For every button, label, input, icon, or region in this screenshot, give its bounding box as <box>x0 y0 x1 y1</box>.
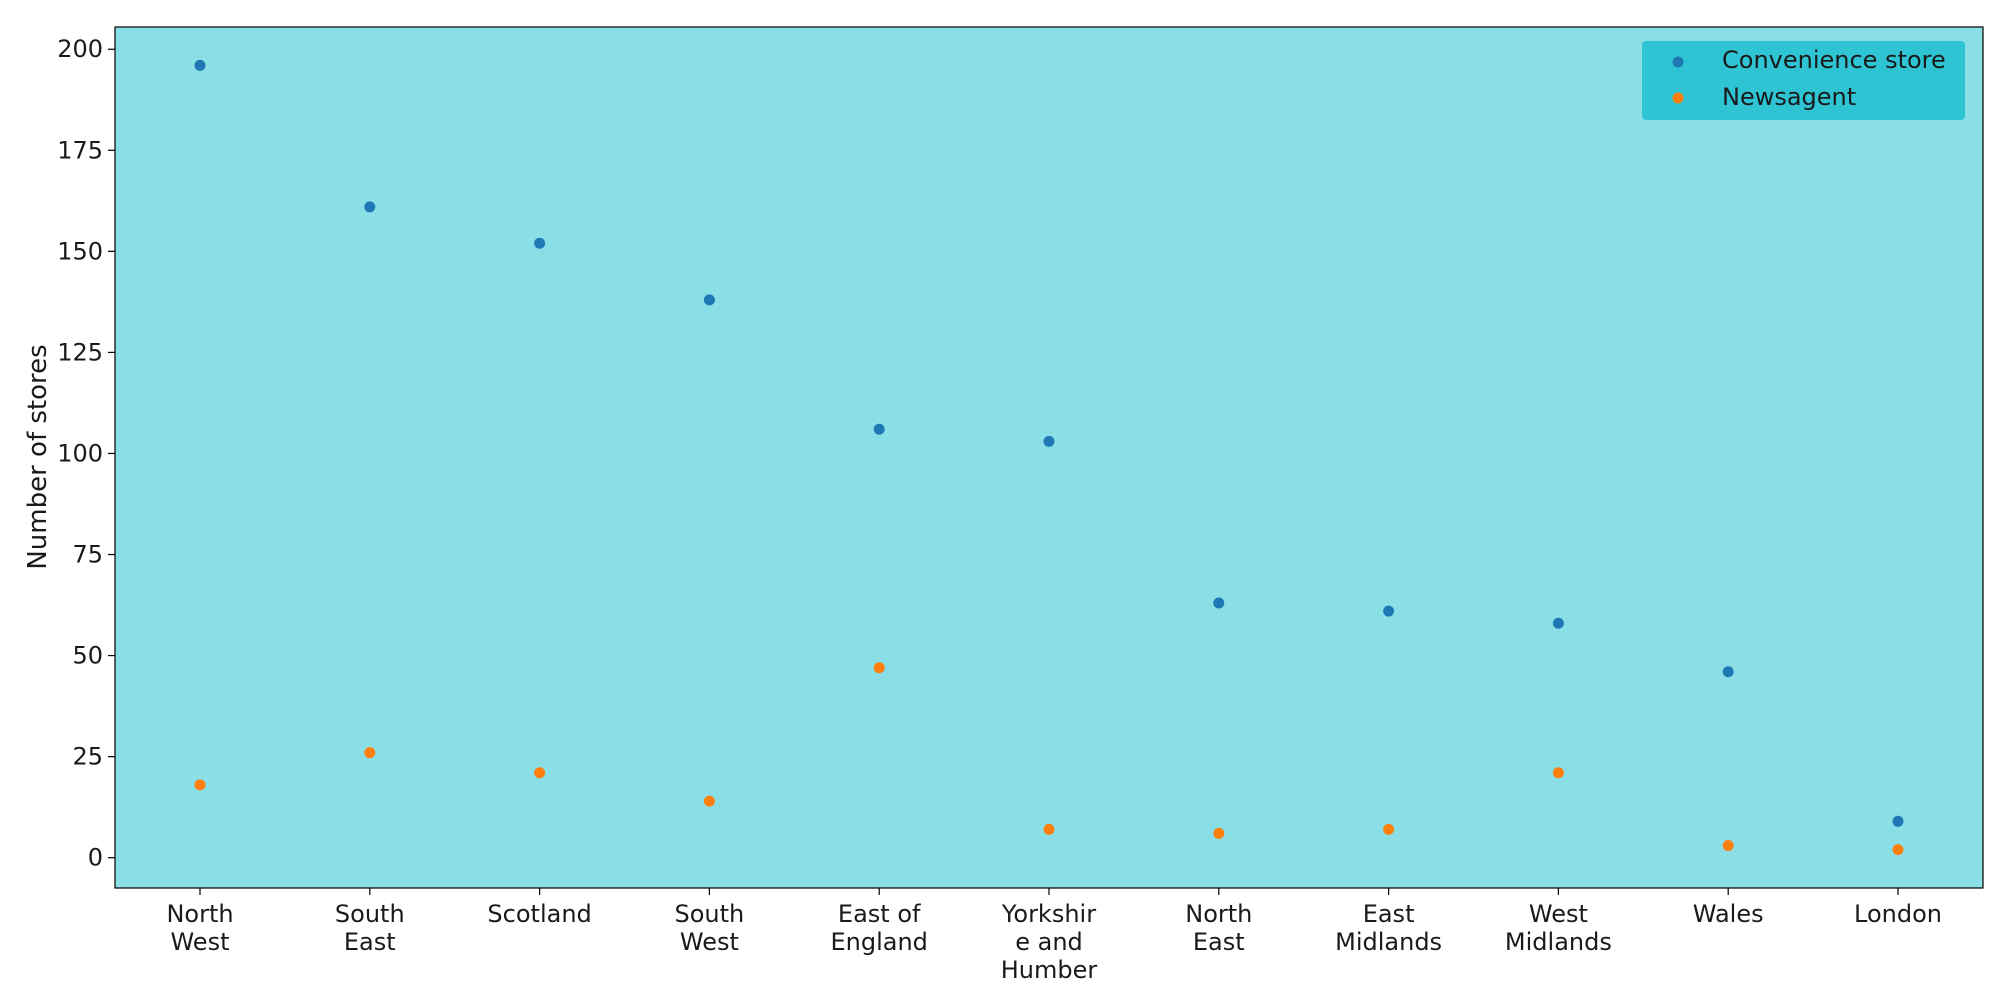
y-tick-label: 100 <box>57 439 103 467</box>
x-tick-label: Scotland <box>487 900 591 928</box>
y-tick-label: 0 <box>88 844 103 872</box>
y-axis: 0 25 50 75 100 125 150 175 200 <box>57 35 115 872</box>
y-tick-label: 125 <box>57 338 103 366</box>
newsagent-point <box>873 662 885 674</box>
y-axis-label: Number of stores <box>23 344 53 569</box>
y-tick-label: 75 <box>72 541 103 569</box>
legend-marker-newsagent <box>1672 92 1684 104</box>
newsagent-point <box>1043 823 1055 835</box>
x-tick-label: North West <box>166 900 233 956</box>
legend-label-newsagent: Newsagent <box>1722 83 1856 111</box>
x-tick-label: London <box>1854 900 1942 928</box>
x-tick-label: East Midlands <box>1335 900 1442 956</box>
convenience-store-point <box>1892 815 1904 827</box>
newsagent-point <box>194 779 206 791</box>
newsagent-point <box>364 747 376 759</box>
convenience-store-point <box>873 423 885 435</box>
convenience-store-point <box>1722 666 1734 678</box>
newsagent-point <box>1552 767 1564 779</box>
x-tick-label: Wales <box>1693 900 1764 928</box>
x-tick-label: North East <box>1185 900 1252 956</box>
convenience-store-point <box>703 294 715 306</box>
convenience-store-point <box>364 201 376 213</box>
newsagent-point <box>534 767 546 779</box>
convenience-store-point <box>534 237 546 249</box>
plot-area <box>114 26 1984 889</box>
convenience-store-point <box>1043 435 1055 447</box>
newsagent-point <box>1722 840 1734 852</box>
newsagent-point <box>1213 827 1225 839</box>
convenience-store-point <box>1552 617 1564 629</box>
legend-marker-convenience-store <box>1672 56 1684 68</box>
y-tick-label: 150 <box>57 237 103 265</box>
y-tick-label: 50 <box>72 642 103 670</box>
legend-label-convenience-store: Convenience store <box>1722 46 1946 74</box>
convenience-store-point <box>194 59 206 71</box>
x-tick-label: West Midlands <box>1505 900 1612 956</box>
convenience-store-point <box>1213 597 1225 609</box>
convenience-store-point <box>1383 605 1395 617</box>
x-tick-label: Yorkshir e and Humber <box>1001 900 1098 984</box>
newsagent-point <box>1892 844 1904 856</box>
legend-box <box>1642 41 1965 120</box>
x-tick-label: South West <box>675 900 745 956</box>
legend: Convenience store Newsagent <box>1642 41 1965 120</box>
y-tick-label: 175 <box>57 136 103 164</box>
x-axis: North West South East Scotland South West East … <box>166 888 1942 984</box>
newsagent-point <box>1383 823 1395 835</box>
x-tick-label: East of England <box>830 900 927 956</box>
y-tick-label: 25 <box>72 743 103 771</box>
x-tick-label: South East <box>335 900 405 956</box>
data-points <box>194 59 1904 856</box>
y-tick-label: 200 <box>57 35 103 63</box>
newsagent-point <box>703 795 715 807</box>
